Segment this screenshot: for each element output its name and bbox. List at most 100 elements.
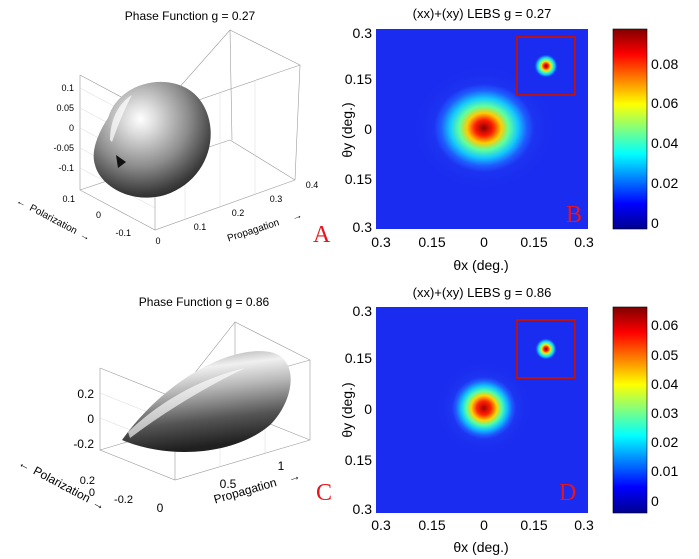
x-tick: 0.15 <box>418 517 445 533</box>
y-tick: 0.3 <box>353 501 373 517</box>
colorbar-d-ticks: 0.06 0.05 0.04 0.03 0.02 0.01 0 <box>651 317 678 509</box>
y-tick: 0.15 <box>345 171 372 187</box>
x-tick: 0.15 <box>418 234 445 250</box>
x-tick: 0.2 <box>232 208 245 218</box>
panel-d-x-ticks: 0.3 0.15 0 0.15 0.3 <box>371 517 594 533</box>
panel-d-title: (xx)+(xy) LEBS g = 0.86 <box>413 285 552 300</box>
panel-a-ylabel-group: ← Polarization → <box>14 196 92 244</box>
x-tick: 0.3 <box>270 194 283 204</box>
x-tick: 0.3 <box>574 234 594 250</box>
panel-a-z-ticks: 0.1 0.05 0 -0.05 -0.1 <box>53 83 74 173</box>
colorbar-tick: 0.05 <box>651 347 678 363</box>
z-tick: 0.2 <box>77 387 94 401</box>
z-tick: -0.05 <box>53 143 74 153</box>
colorbar-b <box>612 28 648 230</box>
x-tick: 1 <box>278 459 285 473</box>
colorbar-tick: 0.03 <box>651 405 678 421</box>
heatmap-b-peak <box>434 84 534 172</box>
z-tick: 0 <box>69 123 74 133</box>
y-tick: 0 <box>96 210 101 220</box>
colorbar-tick: 0.06 <box>651 95 678 111</box>
left-arrow-icon: ← <box>16 456 33 474</box>
left-arrow-icon: ← <box>14 196 28 210</box>
z-tick: 0.1 <box>61 83 74 93</box>
panel-b: (xx)+(xy) LEBS g = 0.27 B 0.3 0.15 0 0.1… <box>339 6 678 273</box>
x-tick: 0 <box>157 501 164 515</box>
colorbar-b-ticks: 0.08 0.06 0.04 0.02 0 <box>651 56 678 231</box>
z-tick: -0.1 <box>58 163 74 173</box>
y-tick: 0.3 <box>353 303 373 319</box>
right-arrow-icon: → <box>90 495 107 513</box>
y-tick: 0 <box>364 121 372 137</box>
colorbar-tick: 0.02 <box>651 434 678 450</box>
panel-c: Phase Function g = 0.86 0.2 0 -0.2 0.2 0 <box>16 295 332 515</box>
right-arrow-icon: → <box>291 210 304 224</box>
y-tick: 0 <box>364 401 372 417</box>
heatmap-d-inset-peak <box>535 338 557 360</box>
colorbar-tick: 0.04 <box>651 135 678 151</box>
panel-a: Phase Function g = 0.27 0.1 <box>14 9 331 248</box>
panel-letter-a: A <box>313 222 331 248</box>
colorbar-tick: 0.06 <box>651 317 678 333</box>
heatmap-d-peak <box>452 377 516 439</box>
panel-b-title: (xx)+(xy) LEBS g = 0.27 <box>413 6 552 21</box>
panel-letter-d: D <box>559 480 576 506</box>
panel-b-x-ticks: 0.3 0.15 0 0.15 0.3 <box>371 234 594 250</box>
colorbar-tick: 0.01 <box>651 463 678 479</box>
panel-d-xlabel: θx (deg.) <box>453 539 508 555</box>
x-tick: 0.5 <box>220 477 237 491</box>
x-tick: 0.1 <box>194 222 207 232</box>
y-tick: 0 <box>89 487 95 499</box>
right-arrow-icon: → <box>78 229 92 243</box>
panel-a-y-ticks: 0.1 0 -0.1 <box>62 194 131 238</box>
panel-c-y-ticks: 0.2 0 -0.2 <box>80 475 133 506</box>
colorbar-tick: 0.08 <box>651 56 678 72</box>
colorbar-tick: 0.04 <box>651 376 678 392</box>
y-tick: 0.3 <box>353 219 373 235</box>
right-arrow-icon: → <box>286 468 301 485</box>
panel-a-ylabel: Polarization <box>28 203 79 237</box>
panel-letter-b: B <box>566 202 582 228</box>
panel-c-title: Phase Function g = 0.86 <box>139 295 270 309</box>
z-tick: 0 <box>87 412 94 426</box>
colorbar-tick: 0 <box>651 215 659 231</box>
surface-a-highlight <box>110 95 132 142</box>
y-tick: 0.1 <box>62 194 75 204</box>
x-tick: 0 <box>480 234 488 250</box>
y-tick: 0.15 <box>345 350 372 366</box>
x-tick: 0.4 <box>306 180 319 190</box>
colorbar-d <box>612 306 648 514</box>
panel-d: (xx)+(xy) LEBS g = 0.86 D 0.3 0.15 0 0.1… <box>339 285 678 555</box>
colorbar-tick: 0.02 <box>651 175 678 191</box>
y-tick: 0.2 <box>80 475 95 487</box>
surface-a-dimple <box>116 155 126 168</box>
y-tick: -0.2 <box>114 494 133 506</box>
x-tick: 0.15 <box>520 234 547 250</box>
x-tick: 0.3 <box>574 517 594 533</box>
heatmap-b-inset-peak <box>534 54 558 78</box>
panel-c-x-ticks: 0 0.5 1 <box>157 459 285 515</box>
y-tick: -0.1 <box>115 228 131 238</box>
panel-c-z-ticks: 0.2 0 -0.2 <box>73 387 94 451</box>
y-tick: 0.15 <box>345 71 372 87</box>
z-tick: 0.05 <box>56 103 74 113</box>
panel-b-y-ticks: 0.3 0.15 0 0.15 0.3 <box>345 25 372 235</box>
panel-a-title: Phase Function g = 0.27 <box>125 9 256 23</box>
panel-d-ylabel: θy (deg.) <box>339 382 355 437</box>
panel-d-y-ticks: 0.3 0.15 0 0.15 0.3 <box>345 303 372 517</box>
x-tick: 0 <box>480 517 488 533</box>
x-tick: 0.3 <box>371 517 391 533</box>
panel-letter-c: C <box>316 480 332 506</box>
panel-b-ylabel: θy (deg.) <box>339 102 355 157</box>
y-tick: 0.15 <box>345 452 372 468</box>
z-tick: -0.2 <box>73 437 94 451</box>
panel-a-xlabel: Propagation <box>226 217 281 244</box>
x-tick: 0.3 <box>371 234 391 250</box>
phase-function-surface-c <box>122 351 291 452</box>
panel-b-xlabel: θx (deg.) <box>453 257 508 273</box>
colorbar-tick: 0 <box>651 493 659 509</box>
x-tick: 0 <box>155 236 160 246</box>
y-tick: 0.3 <box>353 25 373 41</box>
x-tick: 0.15 <box>520 517 547 533</box>
